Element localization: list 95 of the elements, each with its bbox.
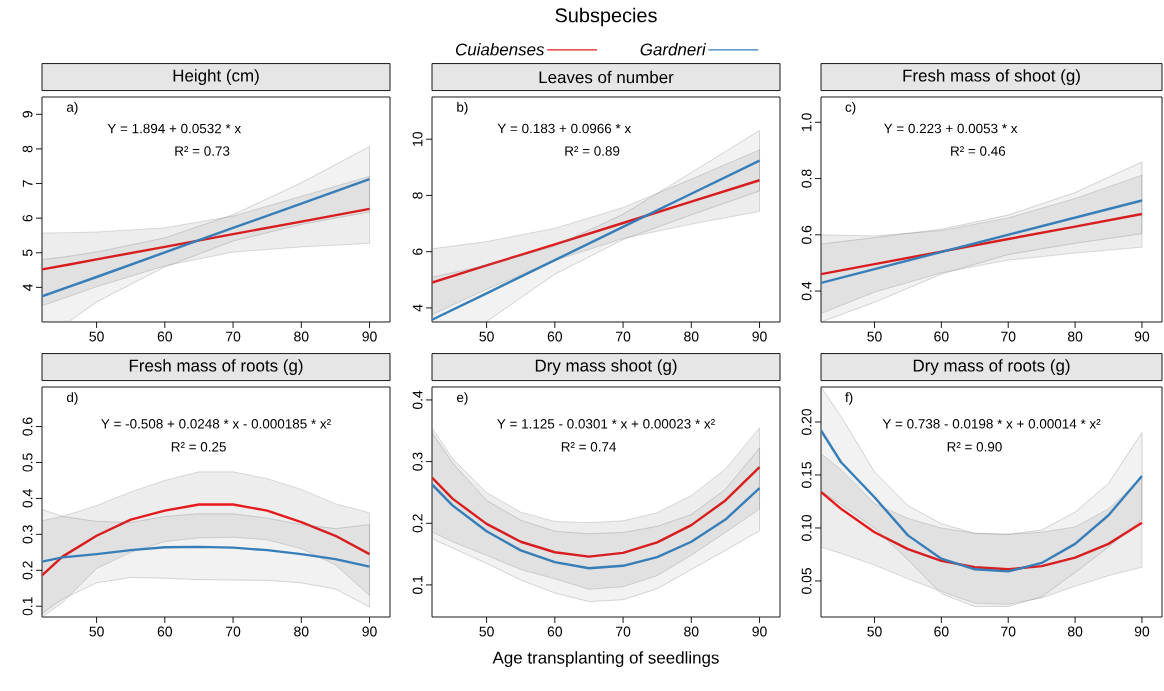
y-tick-label: 10 — [412, 131, 423, 146]
x-tick-label: 90 — [362, 331, 377, 342]
line-series — [42, 503, 371, 577]
x-tick-label: 90 — [362, 626, 377, 637]
y-tick-label: 0.3 — [412, 452, 423, 471]
y-tick-label: 0.6 — [801, 225, 812, 244]
annotation: Y = 0.738 - 0.0198 * x + 0.00014 * x² — [882, 419, 1101, 429]
x-tick-label: 90 — [752, 626, 767, 637]
line-series — [432, 483, 761, 570]
chart-title: Leaves of number — [539, 70, 674, 84]
annotation: Y = 1.125 - 0.0301 * x + 0.00023 * x² — [497, 419, 715, 429]
y-tick-label: 0.10 — [801, 514, 812, 541]
x-tick-label: 80 — [294, 626, 309, 637]
x-tick-label: 50 — [89, 626, 104, 637]
x-tick-label: 80 — [1067, 626, 1083, 637]
y-tick-label: 6 — [22, 214, 33, 222]
x-tick-label: 50 — [867, 331, 882, 342]
y-tick-label: 0.1 — [22, 597, 33, 616]
y-tick-label: 0.15 — [801, 461, 812, 488]
x-tick-label: 70 — [1001, 331, 1016, 342]
y-tick-label: 0.05 — [801, 567, 812, 594]
y-tick-label: 0.3 — [22, 525, 33, 544]
annotation: Y = -0.508 + 0.0248 * x - 0.000185 * x² — [101, 419, 331, 429]
annotation: f) — [845, 392, 853, 405]
annotation: Y = 1.894 + 0.0532 * x — [107, 123, 241, 134]
annotation: Y = 0.223 + 0.0053 * x — [883, 123, 1018, 134]
line-series — [821, 429, 1144, 573]
legend-title: Subspecies — [555, 7, 657, 27]
y-tick-label: 0.1 — [412, 575, 423, 595]
chart-title: Height (cm) — [173, 69, 259, 85]
y-tick-label: 8 — [22, 145, 33, 153]
x-tick-label: 70 — [616, 331, 631, 342]
x-tick-label: 60 — [547, 331, 563, 342]
y-tick-label: 6 — [412, 248, 423, 255]
line-series — [42, 545, 371, 568]
x-tick-label: 60 — [547, 626, 563, 637]
y-tick-label: 0.20 — [801, 408, 812, 435]
x-tick-label: 70 — [1001, 626, 1016, 637]
annotation: c) — [845, 101, 856, 115]
y-tick-label: 9 — [22, 111, 33, 118]
y-tick-label: 7 — [22, 180, 33, 187]
y-tick-label: 4 — [412, 304, 423, 312]
x-tick-label: 90 — [1134, 331, 1150, 342]
x-tick-label: 60 — [157, 626, 173, 637]
y-tick-label: 5 — [22, 249, 33, 257]
x-tick-label: 80 — [1067, 331, 1083, 342]
annotation: R² = 0.90 — [947, 442, 1002, 452]
legend-label: Cuiabenses — [455, 43, 545, 56]
annotation: a) — [66, 101, 78, 115]
x-tick-label: 60 — [934, 626, 949, 637]
chart-title: Dry mass of roots (g) — [913, 359, 1070, 375]
line-series — [821, 490, 1144, 571]
line-series — [42, 207, 371, 271]
y-tick-label: 0.5 — [22, 453, 33, 472]
x-tick-label: 50 — [479, 626, 494, 637]
y-tick-label: 1.0 — [801, 113, 812, 131]
annotation: R² = 0.46 — [951, 146, 1006, 156]
annotation: R² = 0.89 — [565, 146, 620, 156]
y-tick-label: 0.2 — [22, 561, 33, 580]
x-tick-label: 80 — [684, 626, 699, 637]
x-tick-label: 80 — [294, 331, 309, 342]
x-tick-label: 80 — [684, 331, 699, 342]
annotation: d) — [66, 392, 78, 405]
y-tick-label: 8 — [412, 192, 423, 199]
y-tick-label: 0.2 — [412, 514, 423, 533]
y-tick-label: 0.4 — [22, 489, 33, 508]
annotation: R² = 0.25 — [171, 442, 226, 452]
annotation: R² = 0.74 — [561, 442, 617, 452]
x-tick-label: 70 — [226, 626, 241, 637]
x-tick-label: 60 — [157, 331, 173, 342]
x-axis-title: Age transplanting of seedlings — [492, 651, 719, 668]
chart-title: Dry mass shoot (g) — [535, 359, 677, 375]
annotation: e) — [456, 392, 468, 405]
y-tick-label: 0.4 — [801, 281, 812, 301]
x-tick-label: 90 — [752, 331, 767, 342]
x-tick-label: 50 — [867, 626, 882, 637]
annotation: R² = 0.73 — [175, 146, 230, 156]
x-tick-label: 90 — [1134, 626, 1150, 637]
annotation: b) — [457, 101, 468, 115]
x-tick-label: 50 — [89, 331, 104, 342]
x-tick-label: 70 — [616, 626, 631, 637]
line-series — [821, 212, 1144, 276]
x-tick-label: 50 — [479, 331, 494, 342]
y-tick-label: 0.8 — [801, 169, 812, 188]
line-series — [432, 179, 761, 284]
x-tick-label: 60 — [934, 331, 949, 342]
annotation: Y = 0.183 + 0.0966 * x — [497, 123, 631, 134]
chart-title: Fresh mass of shoot (g) — [903, 69, 1080, 85]
line-series — [432, 465, 761, 558]
y-tick-label: 4 — [22, 283, 33, 291]
chart-title: Fresh mass of roots (g) — [129, 359, 303, 375]
legend-label: Gardneri — [640, 43, 707, 56]
y-tick-label: 0.4 — [412, 390, 423, 410]
y-tick-label: 0.6 — [22, 417, 33, 436]
x-tick-label: 70 — [226, 331, 241, 342]
